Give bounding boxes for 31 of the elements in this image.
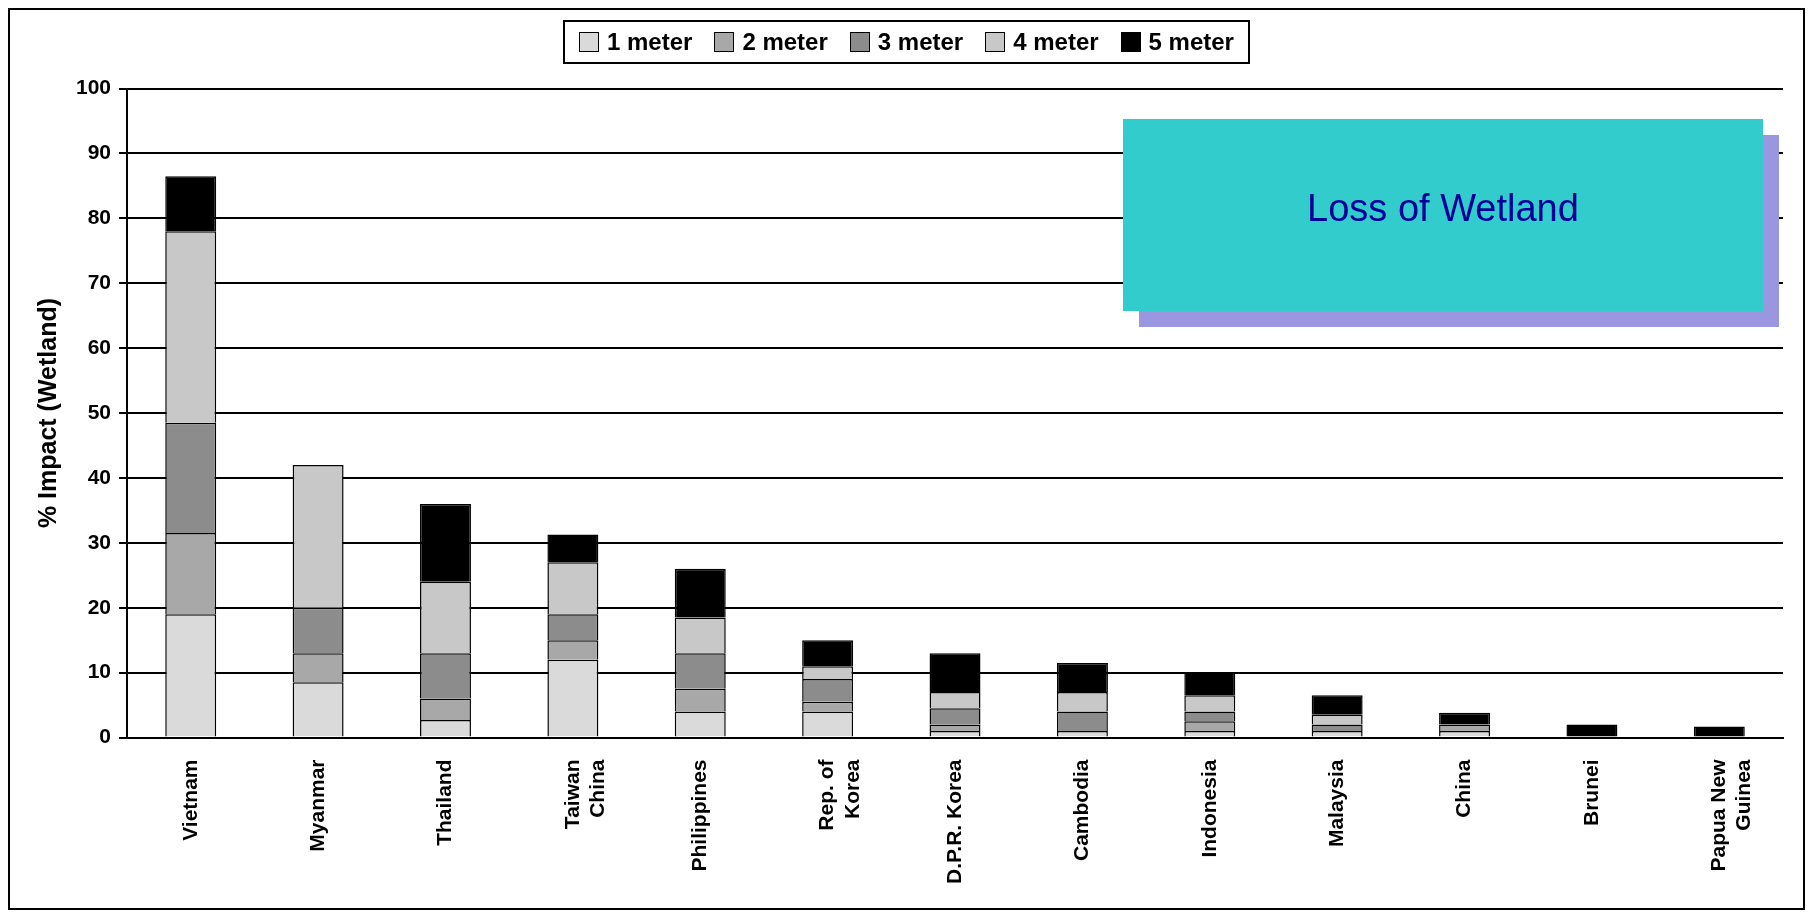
y-tick-label: 0 [99, 724, 112, 748]
legend-label: 1 meter [607, 28, 693, 56]
x-tick-label: Philippines [687, 759, 711, 872]
y-tick-label: 60 [87, 334, 112, 358]
x-tick-label: Papua New Guinea [1706, 758, 1755, 872]
x-tick-label: Brunei [1578, 759, 1602, 827]
x-tick-label: D.P.R. Korea [941, 759, 965, 885]
annotation: Loss of Wetland [1307, 187, 1579, 231]
x-tick-label: Vietnam [177, 759, 201, 841]
legend-label: 2 meter [742, 28, 828, 56]
x-tick-label: Taiwan China [559, 759, 608, 830]
y-tick-label: 80 [87, 205, 112, 229]
x-tick-label: Indonesia [1196, 759, 1220, 858]
legend-label: 5 meter [1148, 28, 1234, 56]
y-tick-label: 50 [87, 399, 112, 423]
legend-label: 4 meter [1013, 28, 1099, 56]
y-tick-label: 30 [87, 529, 112, 553]
y-tick-label: 20 [87, 594, 112, 618]
x-tick-label: Myanmar [304, 759, 328, 852]
y-tick-label: 100 [75, 75, 112, 99]
x-tick-label: Cambodia [1069, 759, 1093, 862]
x-tick-label: China [1451, 759, 1475, 818]
y-tick-label: 90 [87, 140, 112, 164]
x-tick-label: Rep. of Korea [814, 758, 863, 831]
y-tick-label: 40 [87, 464, 112, 488]
y-tick-label: 10 [87, 659, 112, 683]
x-tick-label: Malaysia [1323, 759, 1347, 848]
y-tick-label: 70 [87, 270, 112, 294]
x-tick-label: Thailand [432, 759, 456, 846]
y-axis-title: % Impact (Wetland) [32, 297, 61, 529]
legend-label: 3 meter [877, 28, 964, 56]
